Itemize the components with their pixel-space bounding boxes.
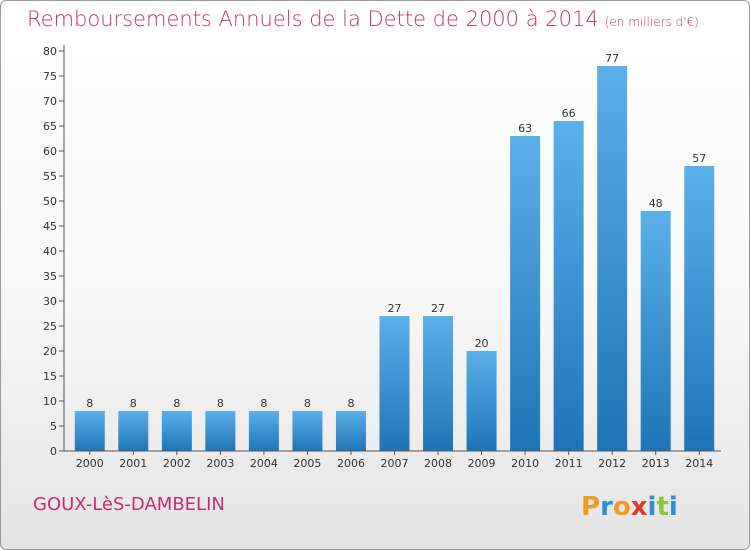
bar-value-label: 63 <box>518 122 532 135</box>
bar-2006 <box>335 411 366 451</box>
y-tick-label: 50 <box>43 195 57 208</box>
x-tick-label: 2004 <box>250 457 278 470</box>
x-tick-label: 2009 <box>468 457 496 470</box>
y-tick-label: 0 <box>50 445 57 458</box>
bar-value-label: 77 <box>605 52 619 65</box>
x-tick-label: 2005 <box>293 457 321 470</box>
x-tick-label: 2014 <box>685 457 713 470</box>
y-axis: 0 5 10 15 20 25 30 35 40 45 50 55 60 65 70 75 80 <box>43 45 65 458</box>
x-tick-label: 2008 <box>424 457 452 470</box>
x-tick-label: 2002 <box>163 457 191 470</box>
chart-title: Remboursements Annuels de la Dette de 20… <box>27 7 699 31</box>
x-tick-label: 2013 <box>642 457 670 470</box>
x-tick-label: 2007 <box>381 457 409 470</box>
x-tick-label: 2003 <box>206 457 234 470</box>
y-tick-label: 60 <box>43 145 57 158</box>
y-tick-label: 35 <box>43 270 57 283</box>
proxiti-logo: Proxiti <box>579 485 699 525</box>
bar-2012 <box>597 66 628 451</box>
x-tick-label: 2012 <box>598 457 626 470</box>
bar-2009 <box>466 351 497 451</box>
bar-2000 <box>74 411 105 451</box>
bar-value-label: 8 <box>86 397 93 410</box>
commune-name: GOUX-LèS-DAMBELIN <box>33 494 225 515</box>
bar-value-label: 27 <box>431 302 445 315</box>
bar-2004 <box>248 411 279 451</box>
bar-2014 <box>684 166 715 451</box>
chart-title-text: Remboursements Annuels de la Dette de 20… <box>27 7 599 31</box>
y-tick-label: 5 <box>50 420 57 433</box>
y-tick-label: 10 <box>43 395 57 408</box>
bar-2003 <box>205 411 236 451</box>
y-tick-label: 20 <box>43 345 57 358</box>
bars: 8 8 8 8 8 8 8 27 27 20 63 66 77 48 57 <box>74 52 715 451</box>
x-tick-label: 2001 <box>119 457 147 470</box>
bar-2010 <box>510 136 541 451</box>
bar-value-label: 66 <box>562 107 576 120</box>
bar-value-label: 8 <box>304 397 311 410</box>
bar-value-label: 20 <box>475 337 489 350</box>
bar-value-label: 48 <box>649 197 663 210</box>
logo-text: Proxiti <box>581 492 678 522</box>
chart-subtitle: (en milliers d'€) <box>604 15 699 29</box>
x-tick-label: 2006 <box>337 457 365 470</box>
bar-value-label: 27 <box>388 302 402 315</box>
y-tick-label: 75 <box>43 70 57 83</box>
bar-2002 <box>161 411 192 451</box>
bar-2008 <box>423 316 454 451</box>
y-tick-label: 70 <box>43 95 57 108</box>
bar-value-label: 8 <box>130 397 137 410</box>
x-tick-label: 2000 <box>76 457 104 470</box>
y-tick-label: 40 <box>43 245 57 258</box>
x-tick-label: 2011 <box>555 457 583 470</box>
bar-value-label: 8 <box>217 397 224 410</box>
bar-value-label: 8 <box>173 397 180 410</box>
bar-2005 <box>292 411 323 451</box>
x-axis: 2000 2001 2002 2003 2004 2005 2006 2007 2008 2009… <box>64 450 721 470</box>
y-tick-label: 45 <box>43 220 57 233</box>
bar-value-label: 8 <box>260 397 267 410</box>
bar-2013 <box>640 211 671 451</box>
bar-value-label: 8 <box>347 397 354 410</box>
bar-2011 <box>553 121 584 451</box>
y-tick-label: 30 <box>43 295 57 308</box>
bar-value-label: 57 <box>692 152 706 165</box>
y-tick-label: 15 <box>43 370 57 383</box>
y-tick-label: 65 <box>43 120 57 133</box>
y-tick-label: 80 <box>43 45 57 58</box>
x-tick-label: 2010 <box>511 457 539 470</box>
bar-2001 <box>118 411 149 451</box>
bar-2007 <box>379 316 410 451</box>
y-tick-label: 55 <box>43 170 57 183</box>
y-tick-label: 25 <box>43 320 57 333</box>
